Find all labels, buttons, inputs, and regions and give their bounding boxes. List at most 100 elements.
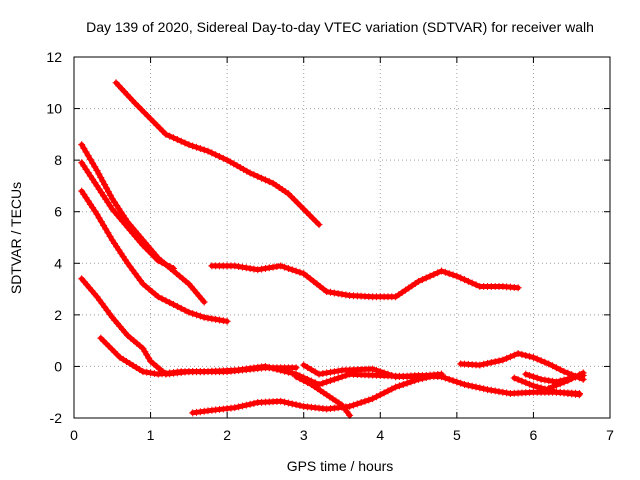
data-point-marker: [269, 263, 277, 271]
data-point-marker: [438, 267, 446, 275]
data-point-marker: [564, 369, 572, 377]
data-point-marker: [357, 399, 365, 407]
data-point-marker: [99, 177, 107, 185]
data-point-marker: [537, 375, 545, 383]
data-point-marker: [311, 368, 319, 376]
x-tick-label: 7: [606, 427, 614, 443]
data-point-marker: [549, 383, 557, 391]
data-point-marker: [526, 371, 534, 379]
data-point-marker: [219, 154, 227, 162]
data-point-marker: [204, 314, 212, 322]
data-point-marker: [246, 400, 254, 408]
data-point-marker: [514, 284, 522, 292]
data-point-marker: [338, 290, 346, 298]
data-point-marker: [284, 264, 292, 272]
data-point-marker: [200, 146, 208, 154]
data-point-marker: [487, 359, 495, 367]
data-point-marker: [418, 276, 426, 284]
data-point-marker: [461, 380, 469, 388]
data-point-marker: [399, 380, 407, 388]
data-point-marker: [372, 393, 380, 401]
data-point-marker: [503, 354, 511, 362]
data-point-marker: [261, 264, 269, 272]
data-point-marker: [464, 381, 472, 389]
data-point-marker: [288, 266, 296, 274]
data-point-marker: [277, 397, 285, 405]
data-point-marker: [556, 366, 564, 374]
data-point-marker: [162, 297, 170, 305]
data-point-marker: [269, 364, 277, 372]
data-point-marker: [388, 371, 396, 379]
data-point-marker: [300, 377, 308, 385]
series-arc-1: [112, 79, 323, 229]
data-point-marker: [273, 365, 281, 373]
data-point-marker: [89, 159, 97, 167]
data-point-marker: [200, 298, 208, 306]
data-point-marker: [304, 379, 312, 387]
data-point-marker: [518, 377, 526, 385]
chart-title: Day 139 of 2020, Sidereal Day-to-day VTE…: [86, 19, 594, 35]
data-point-marker: [95, 170, 103, 178]
data-point-marker: [297, 202, 305, 210]
data-point-marker: [281, 367, 289, 375]
data-point-marker: [380, 369, 388, 377]
data-point-marker: [208, 315, 216, 323]
data-point-marker: [392, 383, 400, 391]
data-point-marker: [144, 112, 152, 120]
data-point-marker: [353, 400, 361, 408]
series-band: [79, 276, 299, 377]
data-point-marker: [166, 299, 174, 307]
y-tick-label: 4: [54, 255, 62, 271]
series-arc-3: [78, 159, 178, 272]
data-point-marker: [139, 241, 147, 249]
data-point-marker: [537, 357, 545, 365]
data-point-marker: [173, 136, 181, 144]
data-point-marker: [461, 276, 469, 284]
data-point-marker: [503, 389, 511, 397]
data-point-marker: [215, 316, 223, 324]
data-point-marker: [304, 363, 312, 371]
series-arc-9: [292, 373, 354, 419]
data-point-marker: [483, 386, 491, 394]
data-point-marker: [204, 407, 212, 415]
data-point-marker: [334, 374, 342, 382]
data-point-marker: [495, 357, 503, 365]
data-point-marker: [284, 190, 292, 198]
data-point-marker: [415, 277, 423, 285]
data-point-marker: [560, 378, 568, 386]
data-point-marker: [472, 281, 480, 289]
data-point-marker: [407, 378, 415, 386]
data-point-marker: [376, 391, 384, 399]
data-point-marker: [166, 263, 174, 271]
data-point-marker: [102, 225, 110, 233]
data-point-marker: [154, 293, 162, 301]
series-arc-14: [545, 369, 587, 392]
data-point-marker: [529, 373, 537, 381]
data-point-marker: [254, 266, 262, 274]
data-point-marker: [250, 171, 258, 179]
data-point-marker: [315, 370, 323, 378]
data-point-marker: [153, 121, 161, 129]
data-point-marker: [568, 375, 576, 383]
data-point-marker: [273, 263, 281, 271]
data-point-marker: [327, 377, 335, 385]
data-point-marker: [319, 379, 327, 387]
data-point-marker: [575, 371, 583, 379]
data-point-marker: [572, 373, 580, 381]
data-point-marker: [369, 395, 377, 403]
data-point-marker: [330, 368, 338, 376]
data-point-marker: [306, 211, 314, 219]
data-point-marker: [472, 383, 480, 391]
data-point-marker: [97, 218, 105, 226]
data-point-marker: [196, 145, 204, 153]
data-point-marker: [327, 288, 335, 296]
data-point-marker: [193, 311, 201, 319]
data-point-marker: [575, 390, 583, 398]
data-point-marker: [231, 404, 239, 412]
data-point-marker: [292, 373, 300, 381]
y-tick-label: 12: [46, 49, 62, 65]
data-point-marker: [292, 364, 300, 372]
data-point-marker: [445, 270, 453, 278]
data-point-marker: [449, 377, 457, 385]
data-point-marker: [327, 368, 335, 376]
